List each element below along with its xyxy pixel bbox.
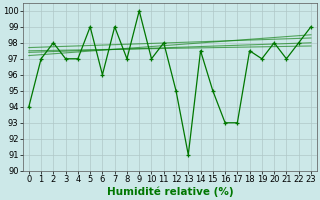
X-axis label: Humidité relative (%): Humidité relative (%) xyxy=(107,187,233,197)
